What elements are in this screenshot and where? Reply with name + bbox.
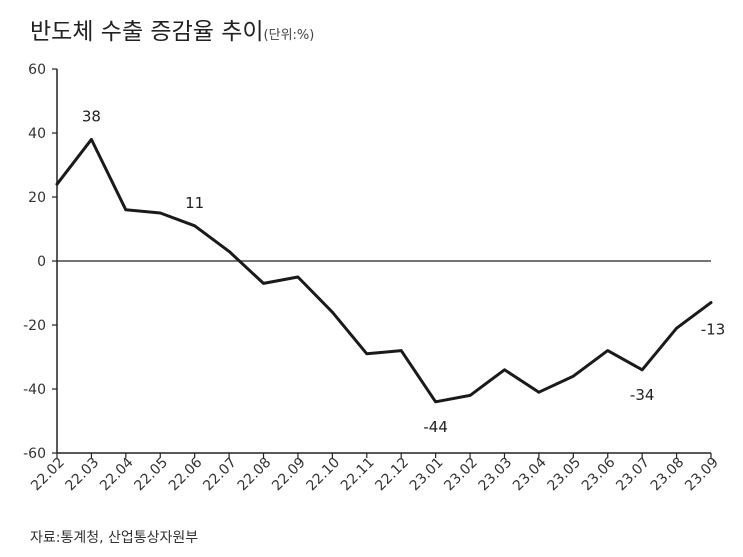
y-tick-label: -60 — [23, 446, 46, 462]
y-tick-label: -20 — [23, 318, 46, 334]
x-tick-label: 22.06 — [166, 454, 206, 494]
x-tick-label: 23.04 — [510, 454, 550, 494]
source-note: 자료:통계청, 산업통상자원부 — [30, 530, 199, 546]
series-line — [55, 137, 713, 404]
x-ticks: 22.0222.0322.0422.0522.0622.0722.0822.09… — [28, 453, 722, 494]
y-tick-label: 60 — [28, 62, 46, 78]
x-tick-label: 22.09 — [269, 455, 309, 495]
x-tick-label: 22.03 — [63, 455, 103, 495]
x-tick-label: 22.05 — [131, 455, 171, 495]
x-tick-label: 22.04 — [97, 454, 137, 494]
y-ticks: 60 40 20 0 -20 -40 -60 — [23, 62, 57, 462]
x-tick-label: 22.12 — [372, 455, 412, 495]
x-tick-label: 23.06 — [579, 454, 619, 494]
data-labels: 38 11 -44 -34 -13 — [82, 107, 725, 435]
x-tick-label: 22.11 — [338, 455, 378, 495]
x-tick-label: 23.08 — [648, 455, 688, 495]
x-tick-label: 23.07 — [613, 455, 653, 495]
title-text: 반도체 수출 증감율 추이 — [30, 19, 264, 45]
x-tick-label: 22.07 — [200, 455, 240, 495]
y-tick-label: 20 — [28, 190, 46, 206]
data-label: -44 — [423, 418, 448, 436]
data-label: -34 — [630, 386, 655, 404]
y-tick-label: 0 — [37, 254, 46, 270]
x-tick-label: 22.10 — [304, 455, 344, 495]
x-tick-label: 23.01 — [407, 455, 447, 495]
x-tick-label: 23.02 — [441, 455, 481, 495]
x-tick-label: 23.03 — [476, 455, 516, 495]
x-tick-label: 23.09 — [682, 455, 722, 495]
y-tick-label: 40 — [28, 126, 46, 142]
data-label: 38 — [82, 107, 101, 125]
chart-title: 반도체 수출 증감율 추이(단위:%) — [30, 12, 314, 46]
data-label: 11 — [185, 194, 204, 212]
y-tick-label: -40 — [23, 382, 46, 398]
x-tick-label: 23.05 — [544, 455, 584, 495]
unit-label: (단위:%) — [263, 28, 315, 43]
line-chart: 60 40 20 0 -20 -40 -60 22.0222.0322.0422.0522.… — [23, 62, 725, 494]
data-label: -13 — [701, 321, 726, 339]
x-tick-label: 22.08 — [235, 455, 275, 495]
